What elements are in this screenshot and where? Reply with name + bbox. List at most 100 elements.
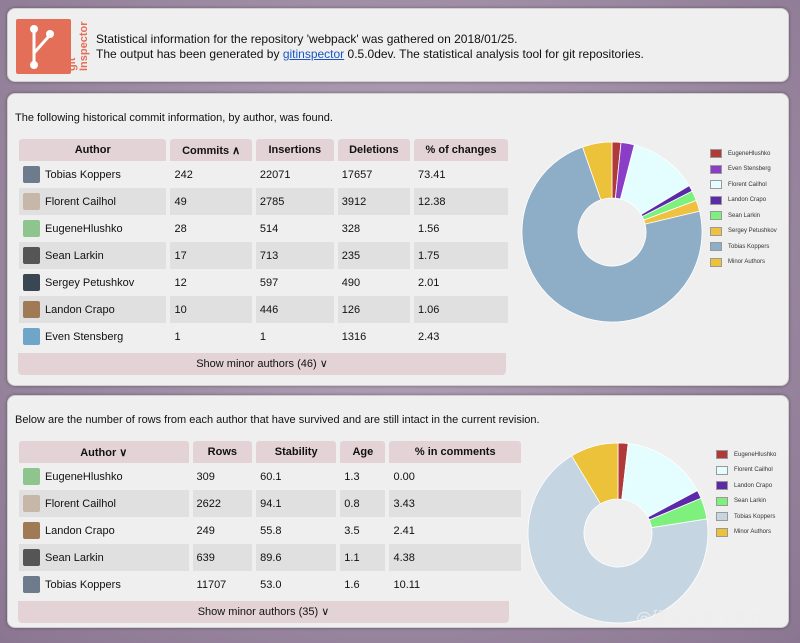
deletions-cell: 490 [337, 269, 410, 296]
legend-item: Landon Crapo [716, 478, 776, 494]
insertions-cell: 713 [255, 242, 334, 269]
show-minor-authors-button[interactable]: Show minor authors (35) ∨ [18, 601, 509, 623]
col-pct-changes[interactable]: % of changes [413, 139, 508, 161]
col-pct-comments[interactable]: % in comments [389, 441, 521, 463]
author-cell: Florent Cailhol [19, 490, 189, 517]
col-stability[interactable]: Stability [256, 441, 337, 463]
legend-label: Minor Authors [728, 259, 766, 266]
header-description: Statistical information for the reposito… [96, 32, 644, 62]
author-cell: Sean Larkin [19, 242, 167, 269]
avatar [23, 549, 40, 566]
commits-cell: 17 [170, 242, 252, 269]
watermark: @稀土掘金技术社区 [635, 608, 780, 627]
author-name: Sean Larkin [45, 551, 104, 564]
legend-swatch [710, 164, 722, 174]
col-author[interactable]: Author ∨ [19, 441, 189, 463]
history-panel: The following historical commit informat… [7, 93, 789, 386]
changes-pie-chart [521, 141, 703, 323]
legend-swatch [716, 496, 728, 506]
rows-cell: 11707 [192, 571, 253, 598]
age-cell: 1.1 [340, 544, 386, 571]
author-cell: Florent Cailhol [19, 188, 167, 215]
blame-table: Author ∨ Rows Stability Age % in comment… [15, 441, 525, 598]
deletions-cell: 328 [337, 215, 410, 242]
commits-cell: 49 [170, 188, 252, 215]
legend-label: Florent Cailhol [734, 467, 773, 474]
avatar [23, 576, 40, 593]
avatar [23, 193, 40, 210]
col-age[interactable]: Age [340, 441, 386, 463]
col-author[interactable]: Author [19, 139, 167, 161]
author-cell: Tobias Koppers [19, 161, 167, 188]
gitinspector-link[interactable]: gitinspector [282, 47, 345, 61]
author-name: Florent Cailhol [45, 195, 116, 208]
legend-label: Minor Authors [734, 529, 772, 536]
deletions-cell: 1316 [337, 323, 410, 350]
pct-cell: 1.06 [413, 296, 508, 323]
legend-swatch [710, 211, 722, 221]
insertions-cell: 2785 [255, 188, 334, 215]
pie-slice-tobias-koppers[interactable] [521, 146, 703, 323]
deletions-cell: 235 [337, 242, 410, 269]
stability-cell: 53.0 [256, 571, 337, 598]
legend-item: Sean Larkin [710, 208, 777, 224]
avatar [23, 522, 40, 539]
gathered-info: Statistical information for the reposito… [96, 32, 518, 46]
pie-slice-tobias-koppers[interactable] [527, 455, 709, 624]
legend-label: Tobias Koppers [728, 243, 770, 250]
generated-prefix: The output has been generated by [96, 47, 283, 61]
pie-slice-minor-authors[interactable] [582, 141, 613, 201]
insertions-cell: 22071 [255, 161, 334, 188]
legend-label: Landon Crapo [728, 197, 767, 204]
show-minor-authors-button[interactable]: Show minor authors (46) ∨ [18, 353, 506, 375]
legend-item: Florent Cailhol [716, 463, 776, 479]
legend-item: Sean Larkin [716, 494, 776, 510]
legend-swatch [716, 527, 728, 537]
legend-swatch [710, 226, 722, 236]
avatar [23, 468, 40, 485]
legend-label: Sergey Petushkov [728, 228, 777, 235]
table-row: EugeneHlushko 309 60.1 1.3 0.00 [19, 463, 521, 490]
comments-cell: 10.11 [389, 571, 521, 598]
legend-swatch [710, 180, 722, 190]
logo-wordmark: git Inspector [66, 21, 90, 71]
author-name: EugeneHlushko [45, 222, 123, 235]
legend-item: EugeneHlushko [716, 447, 776, 463]
comments-cell: 4.38 [389, 544, 521, 571]
pie-slice-minor-authors[interactable] [571, 442, 619, 505]
legend-label: Florent Cailhol [728, 181, 767, 188]
col-insertions[interactable]: Insertions [255, 139, 334, 161]
author-cell: Landon Crapo [19, 296, 167, 323]
gitinspector-logo [16, 19, 71, 74]
col-commits[interactable]: Commits ∧ [170, 139, 252, 161]
author-name: Florent Cailhol [45, 497, 116, 510]
rows-cell: 639 [192, 544, 253, 571]
author-cell: EugeneHlushko [19, 463, 189, 490]
table-row: Even Stensberg 1 1 1316 2.43 [19, 323, 508, 350]
legend-item: Minor Authors [710, 255, 777, 271]
insertions-cell: 514 [255, 215, 334, 242]
col-deletions[interactable]: Deletions [337, 139, 410, 161]
legend-swatch [716, 450, 728, 460]
pie-slice-florent-cailhol[interactable] [621, 443, 698, 518]
col-rows[interactable]: Rows [192, 441, 253, 463]
table-row: Tobias Koppers 11707 53.0 1.6 10.11 [19, 571, 521, 598]
pct-cell: 2.43 [413, 323, 508, 350]
author-name: Even Stensberg [45, 330, 124, 343]
author-name: Tobias Koppers [45, 578, 121, 591]
generated-by: The output has been generated by gitinsp… [96, 47, 644, 62]
author-cell: Sean Larkin [19, 544, 189, 571]
pct-cell: 73.41 [413, 161, 508, 188]
age-cell: 1.3 [340, 463, 386, 490]
legend-swatch [710, 242, 722, 252]
pct-cell: 12.38 [413, 188, 508, 215]
commits-cell: 1 [170, 323, 252, 350]
author-name: Sean Larkin [45, 249, 104, 262]
history-table: Author Commits ∧ Insertions Deletions % … [15, 139, 512, 350]
legend-label: Landon Crapo [734, 482, 773, 489]
rows-cell: 309 [192, 463, 253, 490]
legend-swatch [716, 481, 728, 491]
table-row: Sean Larkin 17 713 235 1.75 [19, 242, 508, 269]
stability-cell: 94.1 [256, 490, 337, 517]
legend-label: Sean Larkin [734, 498, 767, 505]
